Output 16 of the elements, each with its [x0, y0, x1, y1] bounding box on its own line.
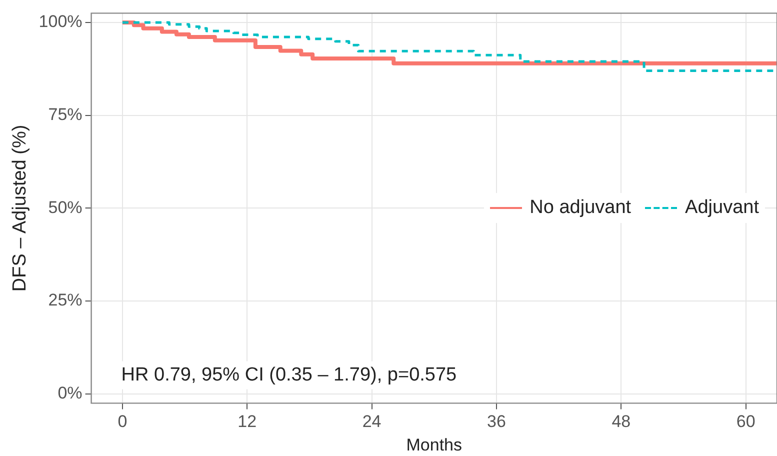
x-tick-label: 0 — [118, 412, 128, 432]
x-tick-label: 24 — [362, 412, 382, 432]
legend-label: Adjuvant — [685, 197, 759, 220]
y-axis-title: DFS – Adjusted (%) — [10, 124, 31, 292]
annotation: HR 0.79, 95% CI (0.35 – 1.79), p=0.575 — [121, 364, 457, 386]
y-tick-label: 100% — [38, 12, 82, 32]
y-tick-label: 25% — [48, 290, 82, 310]
legend-label: No adjuvant — [530, 197, 632, 220]
x-tick-label: 12 — [238, 412, 257, 432]
x-tick-label: 60 — [736, 412, 756, 432]
y-tick-label: 50% — [48, 198, 82, 217]
y-tick-label: 75% — [48, 105, 82, 124]
x-tick-label: 48 — [612, 412, 631, 432]
x-tick-label: 36 — [487, 412, 506, 432]
x-axis-title: Months — [406, 435, 462, 454]
y-tick-label: 0% — [58, 384, 82, 403]
